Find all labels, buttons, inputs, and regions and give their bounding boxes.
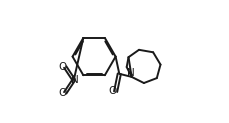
Text: O: O	[59, 88, 67, 98]
Text: N: N	[70, 75, 78, 85]
Text: N: N	[127, 68, 134, 78]
Text: O: O	[108, 86, 116, 96]
Text: O: O	[59, 62, 67, 72]
